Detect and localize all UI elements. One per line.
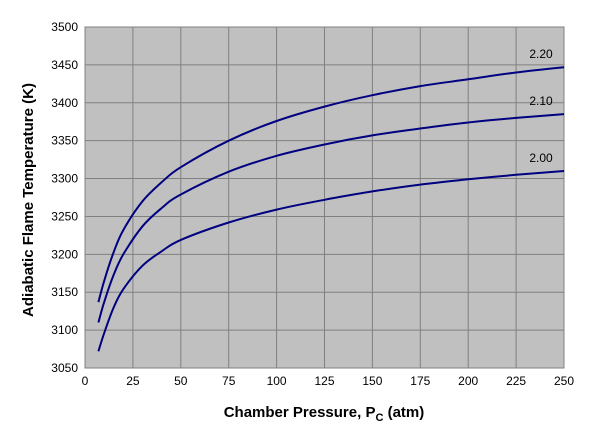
- x-axis-title: Chamber Pressure, PC (atm): [224, 404, 425, 424]
- x-tick-label: 50: [174, 374, 188, 388]
- x-tick-labels: 0 25 50 75 100 125 150 175 200 225 250: [82, 374, 575, 388]
- x-tick-label: 0: [82, 374, 89, 388]
- x-tick-label: 200: [458, 374, 478, 388]
- y-tick-label: 3100: [51, 323, 78, 337]
- series-label-2.20: 2.20: [529, 47, 553, 61]
- x-tick-label: 75: [222, 374, 236, 388]
- x-axis-title-subscript: C: [375, 412, 383, 424]
- series-line-2.10: [97, 113, 565, 323]
- series-line-2.20: [97, 66, 565, 303]
- x-tick-label: 100: [267, 374, 287, 388]
- x-tick-label: 125: [314, 374, 334, 388]
- x-tick-label: 150: [362, 374, 382, 388]
- y-tick-label: 3250: [51, 209, 78, 223]
- series-line-2.00: [97, 170, 565, 352]
- series-label-2.10: 2.10: [529, 94, 553, 108]
- x-tick-label: 175: [410, 374, 430, 388]
- y-tick-label: 3400: [51, 96, 78, 110]
- y-tick-label: 3150: [51, 285, 78, 299]
- y-tick-label: 3200: [51, 247, 78, 261]
- y-tick-label: 3500: [51, 20, 78, 34]
- x-tick-label: 250: [554, 374, 574, 388]
- y-tick-labels: 3050 3100 3150 3200 3250 3300 3350 3400 3450 3500: [51, 20, 78, 375]
- y-tick-label: 3450: [51, 58, 78, 72]
- x-axis-title-suffix: (atm): [383, 404, 424, 421]
- y-tick-label: 3350: [51, 134, 78, 148]
- y-axis-title: Adiabatic Flame Temperature (K): [20, 83, 37, 317]
- series-label-2.00: 2.00: [529, 151, 553, 165]
- y-tick-label: 3050: [51, 361, 78, 375]
- x-tick-label: 25: [126, 374, 140, 388]
- series-labels: 2.20 2.10 2.00: [529, 47, 553, 165]
- series-group: [97, 66, 565, 352]
- x-tick-label: 225: [506, 374, 526, 388]
- y-tick-label: 3300: [51, 172, 78, 186]
